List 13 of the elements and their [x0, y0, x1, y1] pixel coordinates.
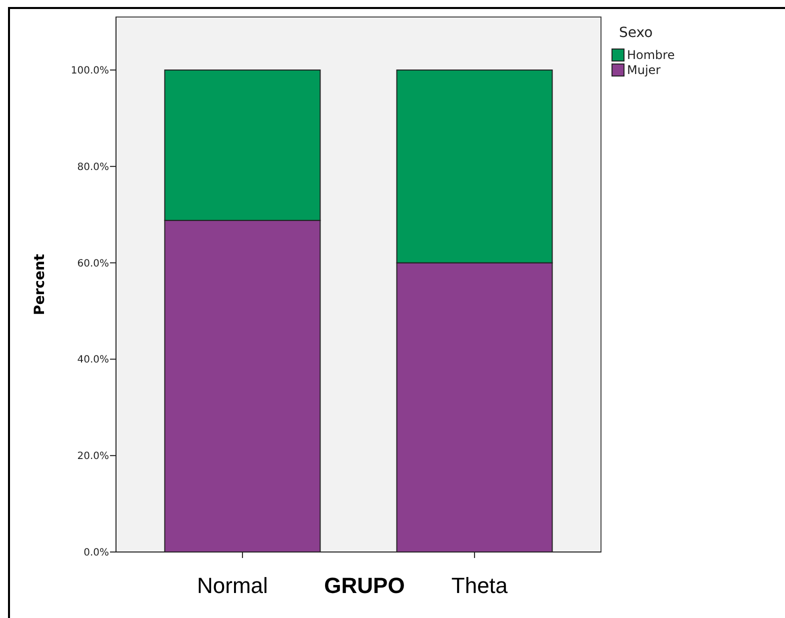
x-tick-label: Theta [451, 573, 508, 598]
legend-label: Mujer [627, 63, 661, 77]
x-tick-label: Normal [197, 573, 268, 598]
y-tick-label: 20.0% [77, 451, 109, 462]
x-axis-title: GRUPO [324, 573, 405, 598]
y-tick-label: 60.0% [77, 258, 109, 270]
legend-label: Hombre [627, 48, 675, 62]
y-tick-label: 80.0% [77, 162, 109, 173]
y-axis-title: Percent [32, 254, 48, 316]
y-tick-label: 0.0% [84, 548, 109, 558]
y-tick-label: 40.0% [77, 354, 109, 366]
y-tick-label: 100.0% [70, 66, 109, 77]
legend-title: Sexo [619, 25, 653, 41]
